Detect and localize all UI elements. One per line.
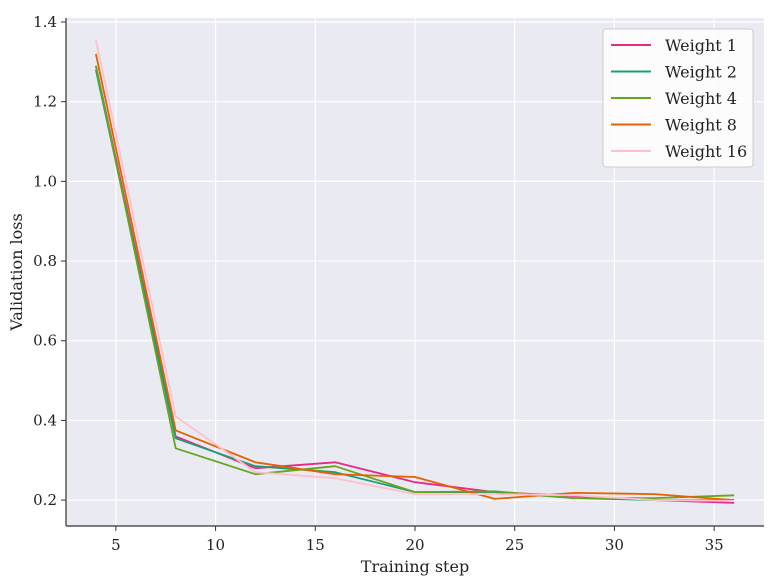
y-tick-label: 0.4 (33, 411, 57, 429)
y-tick-label: 0.2 (33, 491, 57, 509)
x-ticks: 5 10 15 20 25 30 35 (111, 526, 724, 554)
series-lines (95, 39, 735, 504)
x-tick-label: 25 (505, 536, 524, 554)
legend-label-weight-4: Weight 4 (665, 89, 737, 108)
y-tick-label: 0.6 (33, 332, 57, 350)
y-tick-label: 1.2 (33, 93, 57, 111)
x-tick-label: 10 (206, 536, 225, 554)
y-axis-label: Validation loss (7, 213, 26, 331)
legend-label-weight-1: Weight 1 (665, 36, 737, 55)
x-tick-label: 15 (306, 536, 325, 554)
x-tick-label: 5 (111, 536, 121, 554)
legend-label-weight-2: Weight 2 (665, 63, 737, 82)
y-ticks: 0.2 0.4 0.6 0.8 1.0 1.2 1.4 (33, 13, 66, 509)
legend: Weight 1 Weight 2 Weight 4 Weight 8 Weight 1… (602, 28, 754, 168)
legend-box (602, 28, 754, 168)
x-tick-label: 20 (405, 536, 424, 554)
legend-label-weight-8: Weight 8 (665, 116, 737, 135)
y-tick-label: 1.0 (33, 172, 57, 190)
legend-label-weight-16: Weight 16 (665, 142, 747, 161)
y-tick-label: 0.8 (33, 252, 57, 270)
y-tick-label: 1.4 (33, 13, 57, 31)
x-tick-label: 30 (605, 536, 624, 554)
series-line-weight-8 (95, 53, 735, 501)
x-tick-label: 35 (705, 536, 724, 554)
x-axis-label: Training step (361, 557, 469, 576)
series-line-weight-16 (95, 39, 735, 502)
